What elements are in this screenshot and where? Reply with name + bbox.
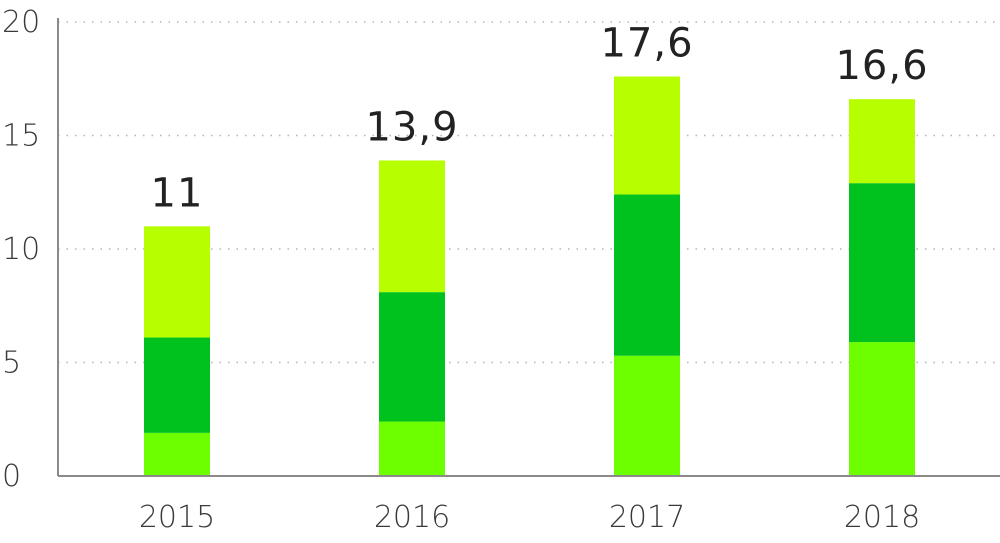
bar-segment [379,292,445,422]
bar-segment [849,183,915,343]
y-tick-label: 0 [2,459,21,494]
bar-segment [144,432,210,476]
x-axis-ticks: 2015 2016 2017 2018 [139,500,920,535]
bar-segment [379,160,445,293]
bar-segment [379,421,445,476]
bar-segment [614,194,680,356]
x-tick-label: 2016 [374,500,450,535]
bar-segment [849,99,915,184]
bar-segment [849,342,915,476]
total-label: 17,6 [600,20,693,66]
total-label: 11 [151,170,204,216]
total-label: 16,6 [835,43,928,89]
y-tick-label: 10 [2,232,40,267]
y-tick-label: 20 [2,5,40,40]
bar-segment [614,76,680,195]
y-tick-label: 15 [2,119,40,154]
x-tick-label: 2018 [844,500,920,535]
total-labels: 11 13,9 17,6 16,6 [151,20,928,216]
bars [144,76,915,476]
x-tick-label: 2015 [139,500,215,535]
y-tick-label: 5 [2,346,21,381]
bar-segment [614,355,680,476]
y-axis-ticks: 0 5 10 15 20 [2,5,40,494]
total-label: 13,9 [365,104,458,150]
x-tick-label: 2017 [609,500,685,535]
bar-segment [144,226,210,338]
bar-segment [144,337,210,433]
